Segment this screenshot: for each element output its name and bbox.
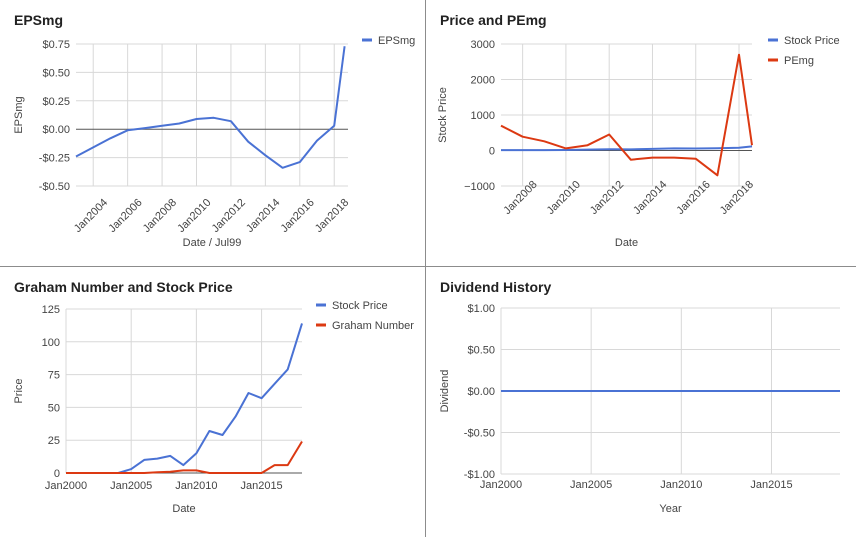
- x-tick-label: Jan2012: [588, 179, 626, 217]
- chart-title: Price and PEmg: [440, 12, 547, 28]
- series-line: [500, 53, 753, 177]
- x-tick-label: Jan2015: [240, 480, 282, 492]
- x-tick-label: Jan2006: [106, 197, 144, 235]
- x-tick-label: Jan2010: [175, 197, 213, 235]
- y-tick-label: 75: [48, 370, 60, 382]
- series-line: [501, 145, 753, 152]
- legend-label: Stock Price: [332, 300, 388, 312]
- x-tick-label: Jan2018: [718, 179, 756, 217]
- eps-chart: $0.75$0.50$0.25$0.00-$0.25-$0.50Jan2004J…: [13, 35, 415, 249]
- series-line: [75, 46, 346, 169]
- y-tick-label: 50: [48, 402, 60, 414]
- price-pe-chart-panel: Price and PEmg 3000 2000 1000 0 −1000 Jan2008…: [426, 0, 856, 267]
- x-tick-label: Jan2005: [570, 479, 612, 491]
- chart-title: Dividend History: [440, 279, 552, 295]
- x-tick-label: Jan2016: [279, 197, 317, 235]
- x-axis-title: Date / Jul99: [183, 237, 242, 249]
- y-tick-label: −1000: [464, 181, 495, 193]
- y-tick-label: $1.00: [467, 303, 495, 315]
- dividend-chart-panel: Dividend History $1.00 $0.50 $0.00 -$0.50 -$…: [426, 267, 856, 537]
- x-tick-label: Jan2008: [141, 197, 179, 235]
- y-axis-title: Stock Price: [437, 87, 449, 143]
- y-tick-label: $0.25: [42, 96, 70, 108]
- chart-title: Graham Number and Stock Price: [14, 279, 233, 295]
- y-tick-label: $0.00: [42, 124, 70, 136]
- series-line: [66, 323, 303, 474]
- y-tick-label: 0: [489, 146, 495, 158]
- x-axis-title: Date: [615, 237, 638, 249]
- x-tick-label: Jan2005: [110, 480, 152, 492]
- y-tick-label: 0: [54, 468, 60, 480]
- x-axis-title: Year: [659, 503, 682, 515]
- x-tick-label: Jan2016: [674, 179, 712, 217]
- y-tick-label: 25: [48, 435, 60, 447]
- y-tick-label: -$0.25: [39, 153, 70, 165]
- x-tick-label: Jan2014: [244, 197, 282, 235]
- y-tick-label: 3000: [471, 39, 495, 51]
- y-tick-label: 1000: [471, 110, 495, 122]
- legend-label: Graham Number: [332, 320, 414, 332]
- y-tick-label: $0.75: [42, 39, 70, 51]
- y-tick-label: -$1.00: [464, 469, 495, 481]
- x-tick-label: Jan2010: [175, 480, 217, 492]
- x-tick-label: Jan2010: [660, 479, 702, 491]
- x-tick-label: Jan2008: [501, 179, 539, 217]
- y-tick-label: 125: [42, 304, 60, 316]
- chart-title: EPSmg: [14, 12, 64, 28]
- y-tick-label: -$0.50: [39, 181, 70, 193]
- y-tick-label: $0.50: [467, 345, 495, 357]
- y-tick-label: 100: [42, 337, 60, 349]
- y-tick-label: -$0.50: [464, 428, 495, 440]
- x-tick-label: Jan2000: [45, 480, 87, 492]
- x-tick-label: Jan2015: [750, 479, 792, 491]
- x-tick-label: Jan2000: [480, 479, 522, 491]
- legend-label: EPSmg: [378, 35, 415, 47]
- legend-label: Stock Price: [784, 35, 840, 47]
- y-tick-label: 2000: [471, 75, 495, 87]
- x-tick-label: Jan2012: [210, 197, 248, 235]
- graham-chart-panel: Graham Number and Stock Price 125 100 75 50…: [0, 267, 426, 537]
- y-tick-label: $0.50: [42, 67, 70, 79]
- x-axis-title: Date: [172, 503, 195, 515]
- x-tick-label: Jan2004: [72, 197, 110, 235]
- legend-label: PEmg: [784, 55, 814, 67]
- y-axis-title: Price: [13, 378, 25, 403]
- x-tick-label: Jan2014: [631, 179, 669, 217]
- series-line: [66, 440, 303, 474]
- x-tick-label: Jan2010: [545, 179, 583, 217]
- x-tick-label: Jan2018: [313, 197, 351, 235]
- y-axis-title: Dividend: [439, 370, 451, 413]
- y-axis-title: EPSmg: [13, 96, 25, 133]
- eps-chart-panel: EPSmg $0.75 $0.50 $0.25 $0.00 -$0.25 -$0.50 Ja…: [0, 0, 426, 267]
- y-tick-label: $0.00: [467, 386, 495, 398]
